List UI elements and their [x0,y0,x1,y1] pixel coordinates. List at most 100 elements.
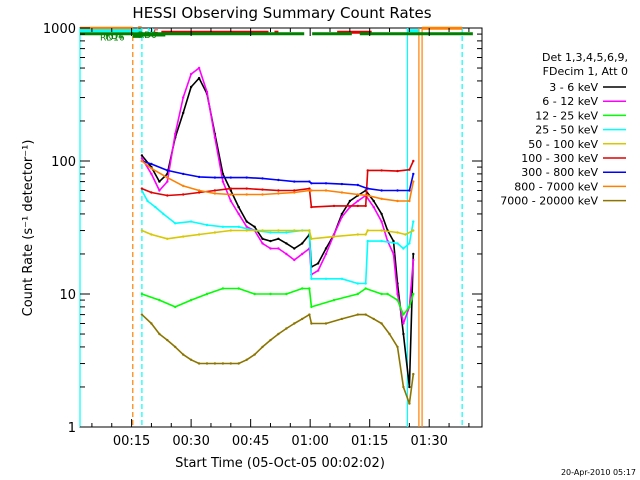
data-point [261,177,264,180]
data-point [261,345,264,349]
data-point [316,269,320,272]
data-point [364,282,367,285]
data-point [392,239,395,243]
legend-label: 6 - 12 keV [542,95,598,108]
data-point [293,322,296,325]
data-point [396,242,399,245]
data-point [182,353,185,356]
data-point [277,229,280,232]
data-point [324,277,328,280]
data-point [205,292,209,296]
data-point [140,159,144,163]
data-point [261,242,264,245]
data-point [237,287,240,290]
data-point [340,317,344,321]
data-point [229,193,232,196]
data-point [412,292,415,296]
data-point [310,189,313,192]
data-point [380,220,383,223]
data-point [261,193,264,196]
legend-header: FDecim 1, Att 0 [543,65,628,78]
data-point [205,90,209,94]
data-point [182,172,185,176]
data-point [140,229,144,232]
data-point [380,229,383,232]
data-point [310,322,313,325]
legend-label: 12 - 25 keV [535,109,598,122]
data-point [356,233,359,236]
data-point [402,385,405,389]
data-point [308,187,311,190]
series-line [141,67,415,325]
data-point [364,204,367,208]
data-point [408,385,411,389]
data-point [261,188,264,191]
data-point [182,96,185,99]
data-point [245,225,248,228]
data-point [348,199,352,203]
data-point [221,225,225,228]
data-point [285,292,288,296]
data-point [364,233,367,236]
data-point [356,193,359,196]
data-point [182,235,185,238]
data-point [213,192,217,195]
data-point [310,305,313,309]
data-point [293,189,296,192]
series-line [141,313,415,405]
data-point [388,332,391,336]
data-point [293,258,296,262]
data-point [402,322,405,325]
x-axis-label: Start Time (05-Oct-05 00:02:02) [175,456,385,471]
plot-area: SNFRD0RD4RD16 [79,25,473,427]
data-point [310,237,313,240]
data-point [412,180,415,183]
data-point [245,187,248,190]
data-point [158,332,161,336]
data-point [245,193,248,196]
data-point [237,212,240,216]
data-point [166,194,169,197]
data-point [412,220,415,223]
data-point [324,182,328,185]
data-point [154,205,157,209]
data-point [277,237,280,240]
y-tick-label: 1 [68,421,76,436]
data-point [396,169,399,173]
data-point [277,192,280,195]
data-point [408,199,411,203]
data-point [364,287,367,290]
data-point [380,212,383,216]
data-point [277,332,280,336]
data-point [150,191,153,194]
data-point [140,292,144,296]
flag-label: RD16 [100,33,125,43]
data-point [380,197,383,200]
data-point [380,189,383,192]
data-point [408,402,411,405]
legend-label: 800 - 7000 keV [514,180,598,193]
flag-label: RD4 [105,32,124,42]
data-point [308,313,311,316]
data-point [310,277,313,280]
data-point [174,305,177,309]
series-group [140,66,415,325]
data-point [158,180,161,183]
data-point [197,175,201,179]
data-point [408,168,411,171]
data-point [213,176,217,179]
data-point [396,292,399,296]
data-point [221,180,225,183]
legend-label: 3 - 6 keV [549,81,598,94]
data-point [182,184,185,188]
x-tick-label: 01:30 [410,434,447,449]
data-point [174,222,177,225]
data-point [174,132,177,136]
data-point [293,191,296,194]
data-point [197,362,201,365]
data-point [301,317,304,321]
data-point [205,223,209,227]
data-point [364,313,367,316]
data-point [408,242,411,245]
data-point [396,199,399,203]
